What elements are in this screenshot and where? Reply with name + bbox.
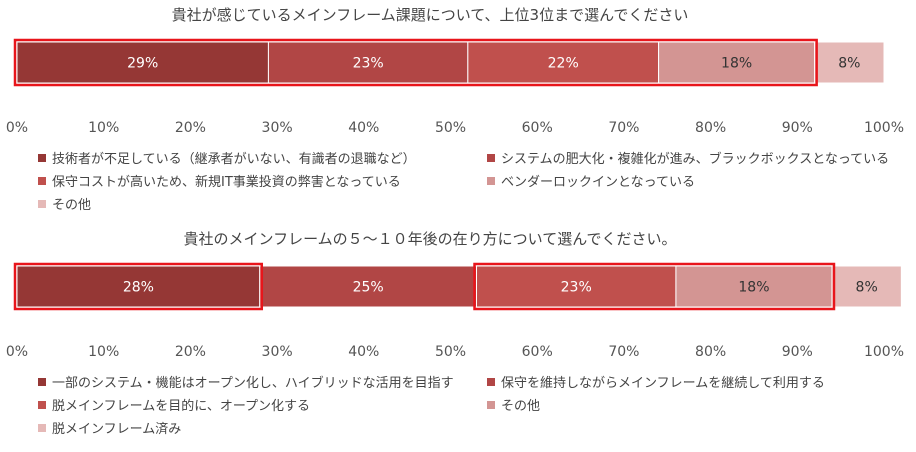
- x-tick-label: 10%: [88, 120, 119, 136]
- legend-label-5: 脱メインフレーム済み: [52, 421, 181, 437]
- data-label-2: 23%: [353, 56, 384, 72]
- chart-title: 貴社が感じているメインフレーム課題について、上位3位まで選んでください: [172, 6, 689, 24]
- x-tick-label: 50%: [435, 344, 466, 360]
- x-tick-label: 70%: [608, 344, 639, 360]
- x-tick-label: 30%: [262, 344, 293, 360]
- chart-title: 貴社のメインフレームの５～１０年後の在り方について選んでください。: [184, 230, 677, 248]
- x-tick-label: 60%: [522, 120, 553, 136]
- legend-label-2: システムの肥大化・複雑化が進み、ブラックボックスとなっている: [501, 151, 889, 167]
- data-label-1: 28%: [123, 280, 154, 296]
- highlight-box-1: [13, 38, 818, 87]
- legend-label-1: 技術者が不足している（継承者がいない、有識者の退職など）: [52, 152, 416, 167]
- x-tick-label: 70%: [608, 120, 639, 136]
- data-label-4: 18%: [738, 280, 769, 296]
- legend-label-1: 一部のシステム・機能はオープン化し、ハイブリッドな活用を目指す: [52, 375, 454, 391]
- data-label-2: 25%: [353, 280, 384, 296]
- x-tick-label: 100%: [864, 344, 904, 360]
- x-tick-label: 100%: [864, 120, 904, 136]
- highlight-box-2: [473, 262, 836, 311]
- legend-swatch-1: [38, 154, 46, 162]
- x-tick-label: 40%: [348, 344, 379, 360]
- bar-segment-2: [259, 265, 478, 308]
- x-tick-label: 10%: [88, 344, 119, 360]
- x-tick-label: 60%: [522, 344, 553, 360]
- bar-segment-2: [267, 41, 469, 84]
- chart-mainframe-issues: 貴社が感じているメインフレーム課題について、上位3位まで選んでください 29% 23…: [0, 0, 916, 224]
- x-tick-label: 90%: [782, 344, 813, 360]
- bar-segment-5: [831, 265, 902, 308]
- legend-swatch-3: [38, 177, 46, 185]
- legend-label-2: 保守を維持しながらメインフレームを継続して利用する: [501, 376, 825, 391]
- legend-swatch-5: [38, 424, 46, 432]
- legend-swatch-4: [487, 177, 495, 185]
- x-tick-label: 80%: [695, 120, 726, 136]
- bar-segment-1: [16, 265, 261, 308]
- chart-svg-2: 貴社のメインフレームの５～１０年後の在り方について選んでください。 28% 25% 2…: [6, 230, 904, 437]
- highlight-box-1: [13, 262, 264, 311]
- chart-svg-1: 貴社が感じているメインフレーム課題について、上位3位まで選んでください 29% 23…: [6, 6, 904, 213]
- x-tick-label: 90%: [782, 120, 813, 136]
- x-tick-label: 0%: [6, 120, 28, 136]
- data-label-4: 18%: [721, 56, 752, 72]
- legend-swatch-4: [487, 401, 495, 409]
- x-tick-label: 30%: [262, 120, 293, 136]
- x-tick-label: 80%: [695, 344, 726, 360]
- x-tick-label: 20%: [175, 120, 206, 136]
- legend-label-4: ベンダーロックインとなっている: [501, 175, 695, 190]
- x-tick-label: 40%: [348, 120, 379, 136]
- legend-label-4: その他: [501, 399, 540, 414]
- legend-swatch-2: [487, 154, 495, 162]
- legend-label-3: 脱メインフレームを目的に、オープン化する: [52, 398, 310, 414]
- x-tick-label: 0%: [6, 344, 28, 360]
- data-label-5: 8%: [856, 280, 878, 296]
- legend-swatch-3: [38, 401, 46, 409]
- chart-mainframe-future: 貴社のメインフレームの５～１０年後の在り方について選んでください。 28% 25% 2…: [0, 224, 916, 448]
- bar-segment-5: [814, 41, 885, 84]
- bar-segment-3: [467, 41, 660, 84]
- data-label-3: 23%: [561, 280, 592, 296]
- legend-swatch-1: [38, 378, 46, 386]
- bar-segment-3: [476, 265, 677, 308]
- x-tick-label: 50%: [435, 120, 466, 136]
- bar-segment-4: [658, 41, 816, 84]
- x-tick-label: 20%: [175, 344, 206, 360]
- legend-swatch-5: [38, 200, 46, 208]
- bar-segment-4: [675, 265, 833, 308]
- bar-segment-1: [16, 41, 269, 84]
- legend-label-3: 保守コストが高いため、新規IT事業投資の弊害となっている: [52, 174, 401, 190]
- legend-swatch-2: [487, 378, 495, 386]
- data-label-3: 22%: [548, 56, 579, 72]
- data-label-5: 8%: [838, 56, 860, 72]
- data-label-1: 29%: [127, 56, 158, 72]
- legend-label-5: その他: [52, 198, 91, 213]
